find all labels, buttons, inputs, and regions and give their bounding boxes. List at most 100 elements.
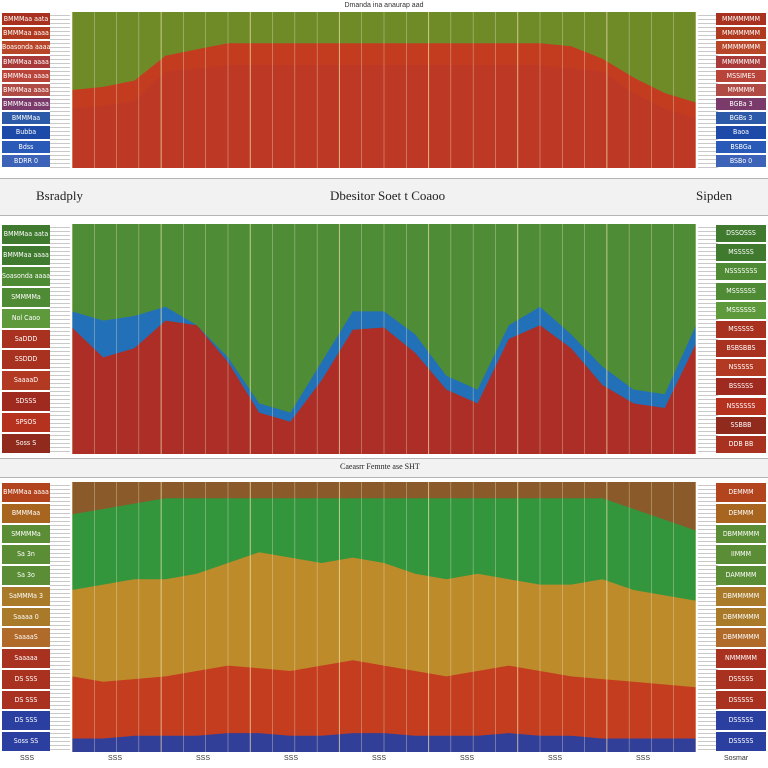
right-label-chip: DSSOSSS	[716, 225, 766, 243]
bottom-tick-label: SSS	[196, 755, 211, 762]
left-label-chip: Sa 3o	[2, 566, 50, 585]
left-label-chip: BMMMaa aaaa	[2, 27, 50, 40]
bottom-tick-row: SSS SSS SSS SSS SSS SSS SSS SSS Sosmar	[0, 753, 768, 767]
right-label-chip: IIMMM	[716, 545, 766, 565]
left-label-chip: SDSSS	[2, 392, 50, 412]
right-label-chip: DBMMMMM	[716, 628, 766, 648]
right-label-chip: DSSSSS	[716, 690, 766, 710]
left-label-chip: DS SSS	[2, 711, 50, 731]
bottom-tick-label: Sosmar	[724, 755, 749, 762]
right-label-strip: DSSOSSS MSSSSS NSSSSSSS MSSSSSS MSSSSSS MSSSS…	[696, 224, 768, 454]
right-label-chip: NSSSSSSS	[716, 263, 766, 281]
left-label-chip: BMMMaa aaaa	[2, 245, 50, 265]
right-label-chip: DBMMMMM	[716, 586, 766, 606]
left-label-strip: BMMMaa aata BMMMaa aaaa Soasonda aaaa SMMMM…	[0, 224, 70, 454]
left-label-chip: BDRR 0	[2, 154, 50, 167]
left-label-chip: Sa 3n	[2, 545, 50, 565]
separator-bar: Bsradply Dbesitor Soet t Coaoo Sipden	[0, 178, 768, 216]
left-label-chip: Soss S	[2, 434, 50, 453]
left-label-chip: BMMMaa	[2, 112, 50, 125]
left-ruler	[50, 482, 70, 752]
chart-plot-top	[72, 12, 696, 168]
left-label-chip: Saaaa 0	[2, 607, 50, 627]
bottom-tick-label: SSS	[284, 755, 299, 762]
right-label-chip: MMMMMMM	[716, 13, 766, 26]
right-label-chip: BSBSBBS	[716, 340, 766, 358]
panel-middle: BMMMaa aata BMMMaa aaaa Soasonda aaaa SMMMM…	[0, 224, 768, 454]
right-label-chip: MSSIMES	[716, 69, 766, 82]
separator-left-label: Bsradply	[36, 188, 83, 203]
right-label-chip: MSSSSSS	[716, 301, 766, 319]
left-ruler	[50, 12, 70, 168]
right-label-chip: DBMMMMM	[716, 607, 766, 627]
separator2-center-label: Caeasrr Femnte ase SHT	[340, 462, 420, 471]
left-label-chip: Boasonda aaaa	[2, 41, 50, 54]
right-label-chip: BGBs 3	[716, 112, 766, 125]
left-label-chip: BMMMaa	[2, 503, 50, 523]
right-label-chip: BSBGa	[716, 140, 766, 153]
left-label-chip: BMMMaa aaaa	[2, 483, 50, 502]
bottom-tick-label: SSS	[108, 755, 123, 762]
bottom-tick-label: SSS	[636, 755, 651, 762]
left-label-chip: SaaaaD	[2, 371, 50, 391]
right-ruler	[698, 224, 718, 454]
right-label-chip: DBMMMMM	[716, 524, 766, 544]
left-label-chip: SaaaaS	[2, 628, 50, 648]
right-label-chip: NSSSSS	[716, 359, 766, 377]
right-label-chip: MMMMM	[716, 83, 766, 97]
right-ruler	[698, 482, 718, 752]
right-label-chip: NSSSSSS	[716, 397, 766, 415]
right-label-chip: NMMMMM	[716, 649, 766, 668]
left-label-chip: BMMMaa aaaa	[2, 83, 50, 97]
left-label-chip: DS SSS	[2, 669, 50, 689]
right-label-strip: MMMMMMM MMMMMMM MMMMMMM MMMMMMM MSSIMES MMMMM…	[696, 12, 768, 168]
left-label-chip: SaMMMa 3	[2, 586, 50, 606]
left-label-chip: Bdss	[2, 140, 50, 153]
right-label-chip: MSSSSS	[716, 244, 766, 262]
right-label-chip: DSSSSS	[716, 732, 766, 751]
left-label-chip: SSDDD	[2, 350, 50, 370]
left-label-chip: Nol Caoo	[2, 308, 50, 328]
left-label-chip: BMMMaa aaaa	[2, 98, 50, 111]
right-label-strip: DEMMM DEMMM DBMMMMM IIMMM DAMMMM DBMMMMM DBMMM…	[696, 482, 768, 752]
right-label-chip: DSSSSS	[716, 711, 766, 731]
right-ruler	[698, 12, 718, 168]
right-label-chip: BSSSSS	[716, 378, 766, 396]
chart-plot-bottom	[72, 482, 696, 752]
right-label-chip: DAMMMM	[716, 566, 766, 585]
right-label-chip: DSSSSS	[716, 669, 766, 689]
left-label-chip: SMMMMa	[2, 524, 50, 544]
separator-center-label: Dbesitor Soet t Coaoo	[330, 188, 446, 203]
left-label-chip: BMMMaa aaaa	[2, 55, 50, 68]
left-label-chip: Bubba	[2, 126, 50, 139]
left-label-chip: Saaaaa	[2, 649, 50, 668]
left-label-chip: BMMMaa aaaa	[2, 69, 50, 82]
left-label-chip: DS SSS	[2, 690, 50, 710]
left-label-chip: BMMMaa aata	[2, 13, 50, 26]
panel-bottom: BMMMaa aaaa BMMMaa SMMMMa Sa 3n Sa 3o SaMMMa …	[0, 482, 768, 752]
left-ruler	[50, 224, 70, 454]
right-label-chip: DDB BB	[716, 435, 766, 453]
left-label-chip: Soasonda aaaa	[2, 266, 50, 286]
right-label-chip: BSBo 0	[716, 154, 766, 167]
bottom-tick-label: SSS	[460, 755, 475, 762]
right-label-chip: SSBBB	[716, 416, 766, 434]
left-label-chip: SPSOS	[2, 413, 50, 433]
right-label-chip: BGBa 3	[716, 98, 766, 111]
left-label-chip: SaDDD	[2, 329, 50, 349]
right-label-chip: Baoa	[716, 126, 766, 139]
bottom-tick-label: SSS	[372, 755, 387, 762]
panel-top: BMMMaa aata BMMMaa aaaa Boasonda aaaa BMMMa…	[0, 12, 768, 168]
right-label-chip: DEMMM	[716, 483, 766, 502]
bottom-tick-label: SSS	[548, 755, 563, 762]
separator-bar-2: Caeasrr Femnte ase SHT	[0, 458, 768, 478]
right-label-chip: MSSSSS	[716, 320, 766, 338]
top-caption: Dmanda ina anaurap aad	[344, 2, 424, 9]
left-label-chip: SMMMMa	[2, 287, 50, 307]
left-label-strip: BMMMaa aata BMMMaa aaaa Boasonda aaaa BMMMa…	[0, 12, 70, 168]
right-label-chip: MSSSSSS	[716, 282, 766, 300]
chart-plot-middle	[72, 224, 696, 454]
left-label-chip: Soss SS	[2, 732, 50, 751]
right-label-chip: DEMMM	[716, 503, 766, 523]
left-label-chip: BMMMaa aata	[2, 225, 50, 244]
